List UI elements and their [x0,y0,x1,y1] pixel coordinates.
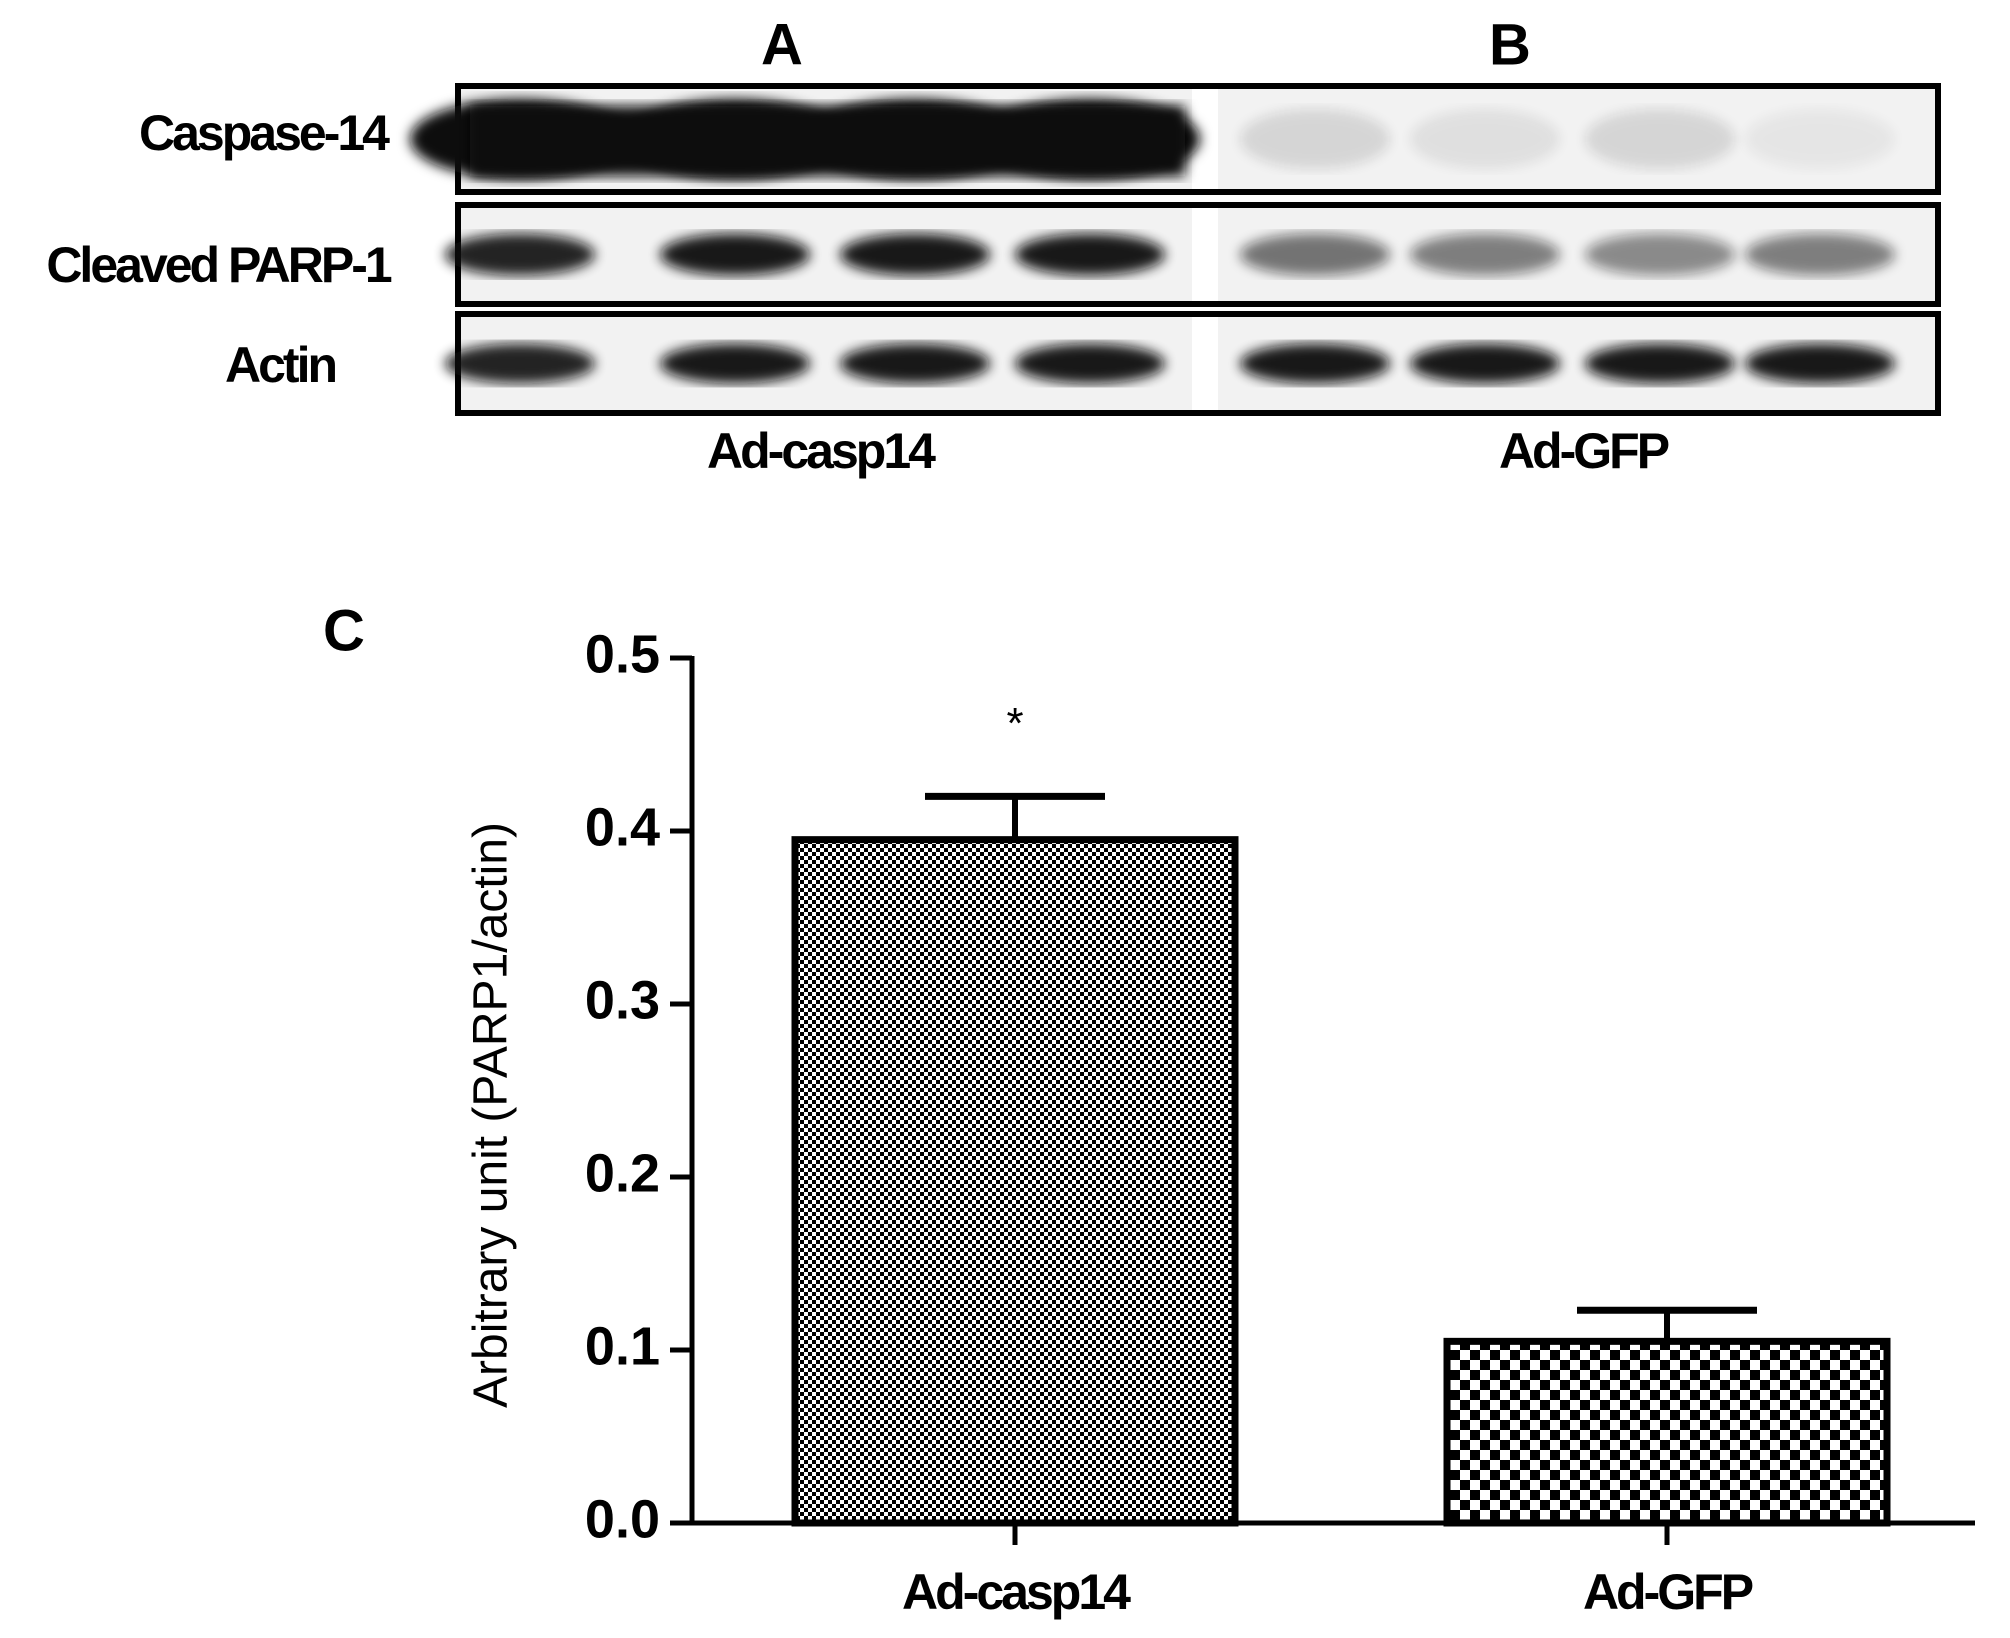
blot-band [840,343,990,384]
lane-gap [1192,317,1218,410]
y-tick-label: 0.5 [585,624,660,684]
group-label: Ad-casp14 [707,423,936,479]
western-blot [410,83,1941,416]
y-tick-label: 0.4 [585,797,660,857]
blot-band [1745,109,1895,169]
blot-band [1240,233,1390,276]
blot-band [840,233,990,276]
blot-band [445,233,595,276]
row-label: Caspase-14 [139,105,390,161]
lane-gap [1192,208,1218,301]
blot-band [1410,109,1560,169]
x-tick-label: Ad-casp14 [902,1564,1131,1620]
y-tick-label: 0.0 [585,1489,660,1549]
bar-chart: 0.0 0.1 0.2 0.3 0.4 0.5 Ad-casp14 * Ad-GFP [585,624,1975,1620]
blot-band [1585,109,1735,169]
blot-band [1410,343,1560,384]
blot-band [1240,343,1390,384]
blot-band [1585,233,1735,276]
bar [1443,1337,1891,1527]
y-tick-label: 0.2 [585,1143,660,1203]
y-tick-label: 0.1 [585,1316,660,1376]
blot-band [470,106,1185,176]
row-label: Cleaved PARP-1 [46,237,392,293]
blot-band [1015,343,1165,384]
panel-label: A [761,12,803,77]
y-axis-label: Arbitrary unit (PARP1/actin) [465,822,518,1408]
blot-band [1585,343,1735,384]
bar [791,836,1239,1527]
blot-band [1745,233,1895,276]
row-label: Actin [225,337,335,393]
blot-band [660,343,810,384]
blot-band [1745,343,1895,384]
significance-marker: * [1006,699,1023,748]
y-tick-label: 0.3 [585,970,660,1030]
blot-band [1240,109,1390,169]
blot-band [660,233,810,276]
group-label: Ad-GFP [1499,423,1669,479]
blot-band [445,343,595,384]
panel-label: B [1489,12,1531,77]
x-tick-label: Ad-GFP [1583,1564,1753,1620]
blot-band [1015,233,1165,276]
panel-label: C [323,598,365,663]
blot-band [1410,233,1560,276]
